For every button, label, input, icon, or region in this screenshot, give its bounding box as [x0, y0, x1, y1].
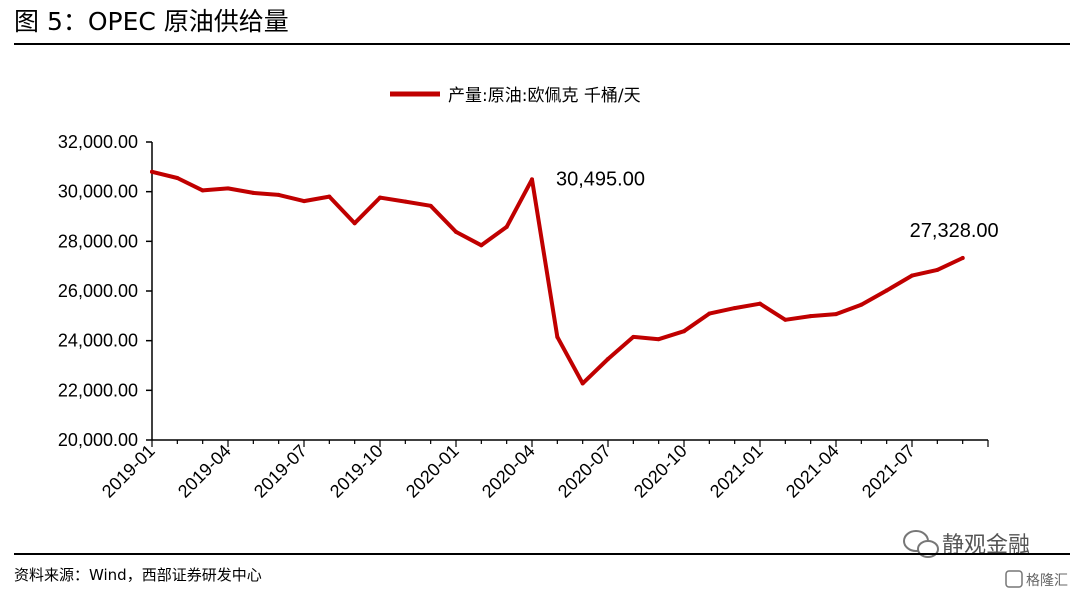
data-label: 30,495.00: [556, 168, 645, 190]
series-line: [150, 169, 965, 386]
data-point: [910, 273, 914, 278]
data-point: [352, 221, 357, 226]
figure-title: 图 5：OPEC 原油供给量: [14, 7, 289, 36]
x-tick-label: 2021-04: [782, 441, 843, 502]
data-label: 27,328.00: [910, 220, 999, 242]
y-axis: 20,000.00 22,000.00 24,000.00 26,000.00 28,0…: [58, 132, 153, 450]
y-tick-label: 22,000.00: [58, 380, 138, 400]
y-tick-label: 26,000.00: [58, 281, 138, 301]
data-point: [834, 312, 838, 317]
series-layer: [150, 169, 965, 386]
y-tick-label: 30,000.00: [58, 182, 138, 202]
source-note: 资料来源：Wind，西部证券研发中心: [14, 566, 262, 584]
footer-divider: [14, 553, 1070, 555]
x-tick-label: 2019-04: [174, 441, 235, 502]
watermark: 静观金融 格隆汇: [903, 530, 1068, 589]
legend: 产量:原油:欧佩克 千桶/天: [390, 86, 641, 106]
data-point: [555, 334, 560, 339]
data-point: [479, 243, 484, 248]
data-point: [960, 256, 965, 261]
data-point: [783, 317, 788, 322]
x-tick-label: 2020-10: [630, 441, 691, 502]
data-point: [403, 199, 408, 204]
legend-label: 产量:原油:欧佩克 千桶/天: [448, 86, 641, 106]
data-point: [707, 311, 712, 316]
data-point: [935, 267, 940, 272]
data-point: [758, 301, 762, 306]
y-tick-label: 32,000.00: [58, 132, 138, 152]
data-point: [884, 288, 889, 293]
data-point: [378, 195, 382, 200]
x-tick-label: 2020-07: [554, 441, 615, 502]
watermark-secondary: 格隆汇: [1026, 573, 1068, 589]
data-point: [808, 314, 813, 319]
data-point: [530, 177, 534, 182]
x-axis: 2019-01 2019-04 2019-07 2019-10 2020-01 2020-…: [98, 439, 989, 502]
y-tick-label: 28,000.00: [58, 231, 138, 251]
x-tick-label: 2019-10: [326, 441, 387, 502]
data-point: [504, 224, 509, 229]
data-point: [656, 337, 661, 342]
data-point: [631, 334, 636, 339]
data-point: [175, 176, 180, 181]
x-tick-label: 2020-01: [402, 441, 463, 502]
data-point: [606, 357, 610, 362]
y-tick-label: 24,000.00: [58, 331, 138, 351]
data-point: [580, 381, 585, 386]
data-point: [732, 306, 737, 311]
data-point: [682, 329, 686, 334]
x-tick-label: 2021-01: [706, 441, 767, 502]
annotations: 30,495.00 27,328.00: [556, 168, 999, 242]
x-tick-label: 2019-07: [250, 441, 311, 502]
data-point: [226, 186, 230, 191]
watermark-logo-icon: [1005, 570, 1023, 588]
data-point: [302, 199, 306, 204]
title-divider: [14, 43, 1070, 45]
data-point: [327, 194, 332, 199]
x-tick-label: 2021-07: [858, 441, 919, 502]
x-tick-label: 2020-04: [478, 441, 539, 502]
data-point: [428, 203, 433, 208]
data-point: [150, 169, 154, 174]
data-point: [859, 302, 864, 307]
data-point: [454, 229, 458, 234]
y-tick-label: 20,000.00: [58, 430, 138, 450]
data-point: [276, 192, 281, 197]
data-point: [200, 188, 205, 193]
data-point: [251, 190, 256, 195]
